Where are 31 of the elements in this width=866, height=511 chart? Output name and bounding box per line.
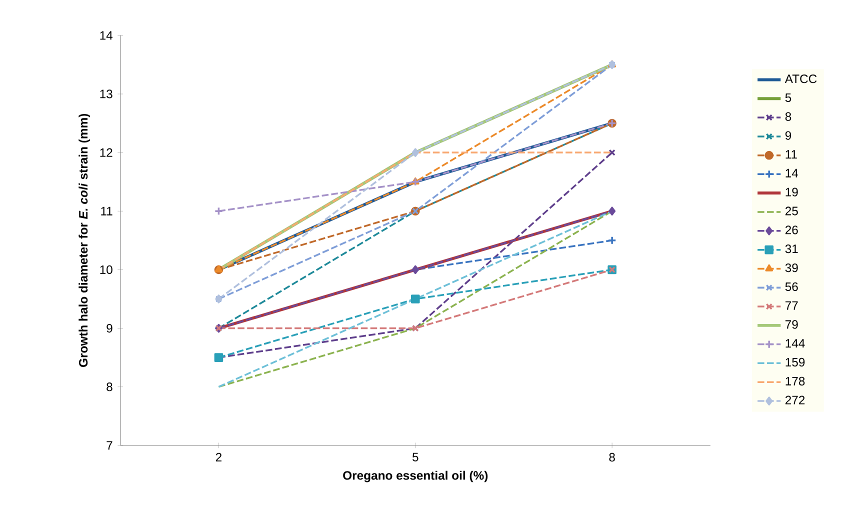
y-axis-title: Growth halo diameter for E. coli strain (mm) bbox=[78, 114, 90, 367]
x-tick-label: 5 bbox=[412, 452, 418, 462]
x-tick-label: 2 bbox=[216, 452, 222, 462]
legend-label: 8 bbox=[785, 112, 792, 121]
legend-label: 31 bbox=[785, 244, 798, 254]
legend-label: 39 bbox=[785, 263, 798, 272]
legend-label: 56 bbox=[785, 282, 798, 292]
y-tick-label: 12 bbox=[100, 148, 112, 157]
legend-label: 25 bbox=[785, 206, 798, 216]
legend-label: 5 bbox=[785, 93, 792, 102]
legend-label: 14 bbox=[786, 168, 798, 178]
x-axis-title: Oregano essential oil (%) bbox=[343, 470, 488, 482]
legend-label: 178 bbox=[786, 376, 805, 386]
legend-label: ATCC bbox=[784, 74, 817, 84]
y-tick-label: 11 bbox=[101, 206, 112, 216]
y-tick-label: 13 bbox=[100, 90, 112, 98]
y-tick-label: 9 bbox=[106, 324, 112, 333]
legend-label: 144 bbox=[786, 339, 805, 348]
legend-label: 11 bbox=[786, 150, 797, 159]
legend-label: 9 bbox=[785, 131, 792, 140]
y-tick-label: 7 bbox=[106, 441, 112, 450]
y-tick-label: 10 bbox=[100, 265, 112, 274]
legend-label: 272 bbox=[785, 396, 805, 404]
legend-label: 19 bbox=[786, 188, 798, 196]
legend-label: 77 bbox=[785, 301, 798, 310]
legend-label: 79 bbox=[785, 320, 798, 329]
legend-label: 26 bbox=[785, 226, 798, 234]
legend-label: 159 bbox=[786, 358, 805, 367]
y-tick-label: 8 bbox=[106, 382, 112, 392]
y-tick-label: 14 bbox=[100, 31, 113, 40]
x-tick-label: 8 bbox=[609, 452, 615, 462]
